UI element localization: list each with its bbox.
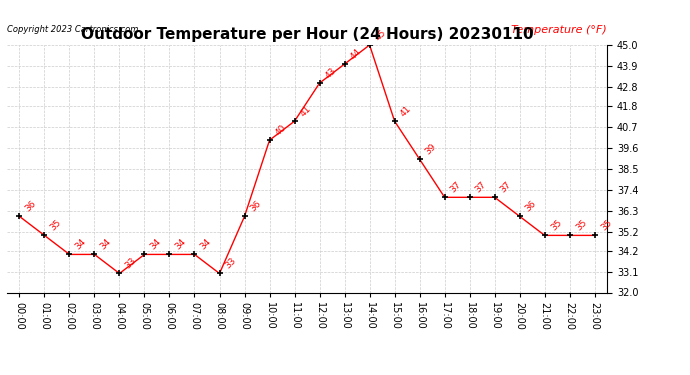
Text: 35: 35 bbox=[599, 218, 613, 232]
Title: Outdoor Temperature per Hour (24 Hours) 20230110: Outdoor Temperature per Hour (24 Hours) … bbox=[81, 27, 533, 42]
Text: 36: 36 bbox=[524, 199, 538, 214]
Text: 35: 35 bbox=[48, 218, 63, 232]
Text: 41: 41 bbox=[399, 104, 413, 118]
Text: 35: 35 bbox=[574, 218, 589, 232]
Text: 34: 34 bbox=[99, 237, 113, 252]
Text: 37: 37 bbox=[448, 180, 463, 195]
Text: 37: 37 bbox=[499, 180, 513, 195]
Text: 35: 35 bbox=[549, 218, 563, 232]
Text: 33: 33 bbox=[124, 256, 138, 271]
Text: 45: 45 bbox=[374, 28, 388, 42]
Text: 34: 34 bbox=[74, 237, 88, 252]
Text: 44: 44 bbox=[348, 47, 363, 61]
Text: 36: 36 bbox=[23, 199, 38, 214]
Text: 33: 33 bbox=[224, 256, 238, 271]
Text: 43: 43 bbox=[324, 66, 338, 80]
Text: 40: 40 bbox=[274, 123, 288, 137]
Text: Temperature (°F): Temperature (°F) bbox=[511, 25, 607, 35]
Text: 37: 37 bbox=[474, 180, 489, 195]
Text: 34: 34 bbox=[199, 237, 213, 252]
Text: 34: 34 bbox=[174, 237, 188, 252]
Text: 36: 36 bbox=[248, 199, 263, 214]
Text: 34: 34 bbox=[148, 237, 163, 252]
Text: 41: 41 bbox=[299, 104, 313, 118]
Text: 39: 39 bbox=[424, 142, 438, 156]
Text: Copyright 2023 Cartronics.com: Copyright 2023 Cartronics.com bbox=[7, 25, 138, 34]
